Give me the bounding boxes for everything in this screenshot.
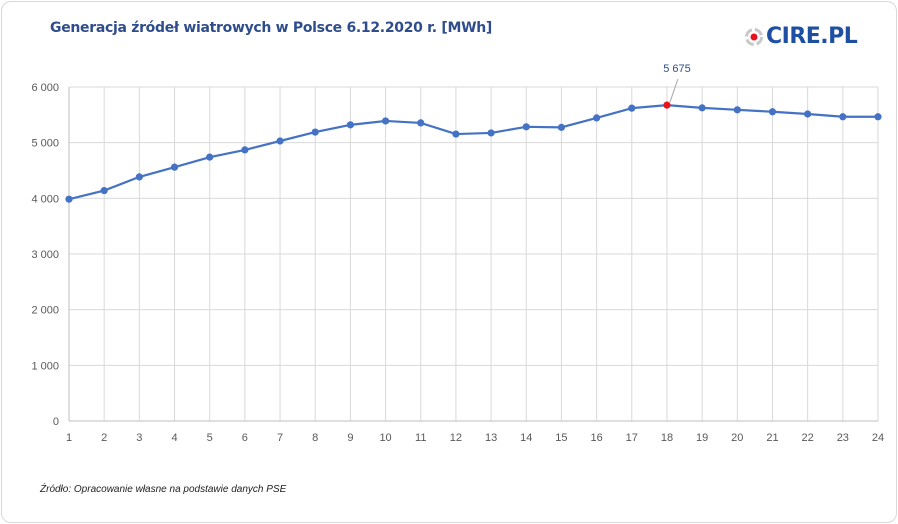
data-point — [346, 121, 354, 129]
data-point — [768, 108, 777, 116]
series-line — [68, 103, 878, 201]
chart-title: Generacja źródeł wiatrowych w Polsce 6.1… — [50, 20, 492, 36]
x-tick-label: 18 — [661, 432, 673, 444]
data-point — [206, 153, 214, 161]
data-point — [417, 119, 425, 127]
x-tick-label: 15 — [555, 432, 567, 444]
x-tick-label: 9 — [347, 432, 353, 444]
data-point — [241, 146, 249, 154]
x-tick-label: 4 — [171, 432, 177, 444]
y-tick-label: 3 000 — [31, 249, 59, 261]
x-tick-label: 2 — [101, 432, 107, 444]
logo-target-icon — [745, 27, 763, 46]
data-point — [557, 123, 566, 131]
x-tick-label: 1 — [66, 432, 72, 444]
x-tick-label: 6 — [242, 432, 248, 444]
x-tick-label: 16 — [590, 432, 602, 444]
data-point — [135, 173, 143, 181]
data-point — [65, 195, 73, 203]
x-tick-label: 11 — [415, 432, 426, 444]
source-note: Źródło: Opracowanie własne na podstawie … — [40, 484, 287, 495]
x-tick-label: 24 — [872, 432, 884, 444]
x-tick-label: 3 — [136, 432, 142, 444]
data-point — [628, 104, 636, 112]
x-tick-label: 10 — [379, 432, 391, 444]
annotation-leader-line — [669, 78, 679, 103]
data-point — [487, 129, 495, 137]
data-point — [452, 130, 460, 138]
y-tick-label: 0 — [53, 416, 59, 428]
data-point — [311, 128, 319, 136]
y-tick-label: 1 000 — [31, 360, 59, 372]
data-point — [839, 113, 847, 121]
x-tick-label: 12 — [450, 432, 462, 444]
data-point — [100, 186, 108, 195]
x-tick-label: 8 — [312, 432, 318, 444]
x-tick-label: 7 — [277, 432, 283, 444]
x-tick-label: 19 — [696, 432, 708, 444]
x-tick-label: 17 — [626, 432, 638, 444]
logo-text: CIRE.PL — [766, 24, 858, 49]
data-point — [276, 137, 284, 145]
cire-logo: CIRE.PL — [745, 24, 858, 49]
y-tick-label: 2 000 — [31, 305, 59, 317]
x-tick-label: 20 — [731, 432, 743, 444]
data-point — [170, 163, 179, 171]
x-tick-label: 21 — [766, 432, 778, 444]
y-tick-label: 4 000 — [31, 193, 59, 205]
data-point — [804, 110, 812, 118]
y-tick-label: 5 000 — [31, 138, 59, 150]
x-tick-label: 14 — [520, 432, 532, 444]
x-tick-label: 5 — [207, 432, 213, 444]
data-point — [663, 101, 671, 109]
annotation-label: 5 675 — [663, 63, 691, 75]
data-point — [593, 114, 601, 122]
x-tick-label: 13 — [485, 432, 497, 444]
x-tick-label: 23 — [837, 432, 849, 444]
data-point — [874, 113, 882, 121]
data-point — [733, 106, 741, 114]
data-point — [381, 117, 390, 125]
x-tick-label: 22 — [802, 432, 814, 444]
data-point — [698, 104, 706, 112]
data-point — [522, 123, 530, 131]
y-tick-label: 6 000 — [31, 82, 59, 94]
